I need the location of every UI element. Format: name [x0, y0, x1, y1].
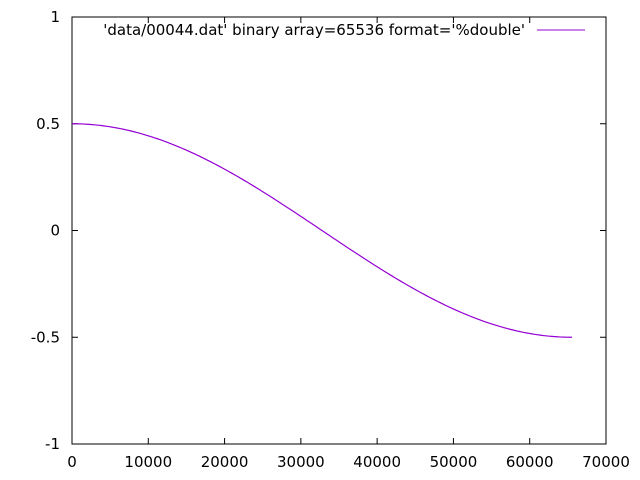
axis-ticks [71, 16, 607, 445]
y-tick-label: -1 [45, 435, 60, 453]
x-tick-label: 50000 [430, 453, 478, 471]
x-tick-label: 10000 [124, 453, 172, 471]
x-tick-label: 40000 [353, 453, 401, 471]
x-tick-label: 70000 [582, 453, 630, 471]
legend-label: 'data/00044.dat' binary array=65536 form… [103, 21, 525, 39]
x-tick-label: 20000 [201, 453, 249, 471]
x-tick-label: 30000 [277, 453, 325, 471]
legend: 'data/00044.dat' binary array=65536 form… [103, 21, 585, 39]
series-layer [71, 123, 572, 338]
y-tick-label: 0.5 [36, 115, 60, 133]
series-line [71, 123, 572, 338]
axis-tick-labels: 0 10000 20000 30000 40000 50000 60000 70000 -1 -0… [31, 8, 630, 471]
y-tick-label: 0 [50, 222, 60, 240]
y-tick-label: 1 [50, 8, 60, 26]
y-tick-label: -0.5 [31, 328, 60, 346]
plot-border [71, 16, 607, 445]
x-tick-label: 60000 [506, 453, 554, 471]
x-tick-label: 0 [67, 453, 77, 471]
